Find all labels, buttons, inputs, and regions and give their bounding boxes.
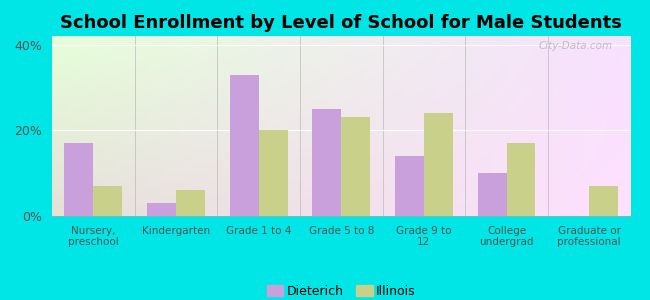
Bar <box>259 130 287 216</box>
Bar <box>589 186 618 216</box>
Bar <box>478 173 506 216</box>
Bar <box>506 143 536 216</box>
Bar <box>395 156 424 216</box>
Text: City-Data.com: City-Data.com <box>539 41 613 51</box>
Bar <box>312 109 341 216</box>
Bar <box>229 75 259 216</box>
Bar <box>94 186 122 216</box>
Legend: Dieterich, Illinois: Dieterich, Illinois <box>262 280 421 300</box>
Bar <box>424 113 453 216</box>
Bar <box>176 190 205 216</box>
Bar <box>64 143 94 216</box>
Bar <box>341 117 370 216</box>
Title: School Enrollment by Level of School for Male Students: School Enrollment by Level of School for… <box>60 14 622 32</box>
Bar <box>147 203 176 216</box>
